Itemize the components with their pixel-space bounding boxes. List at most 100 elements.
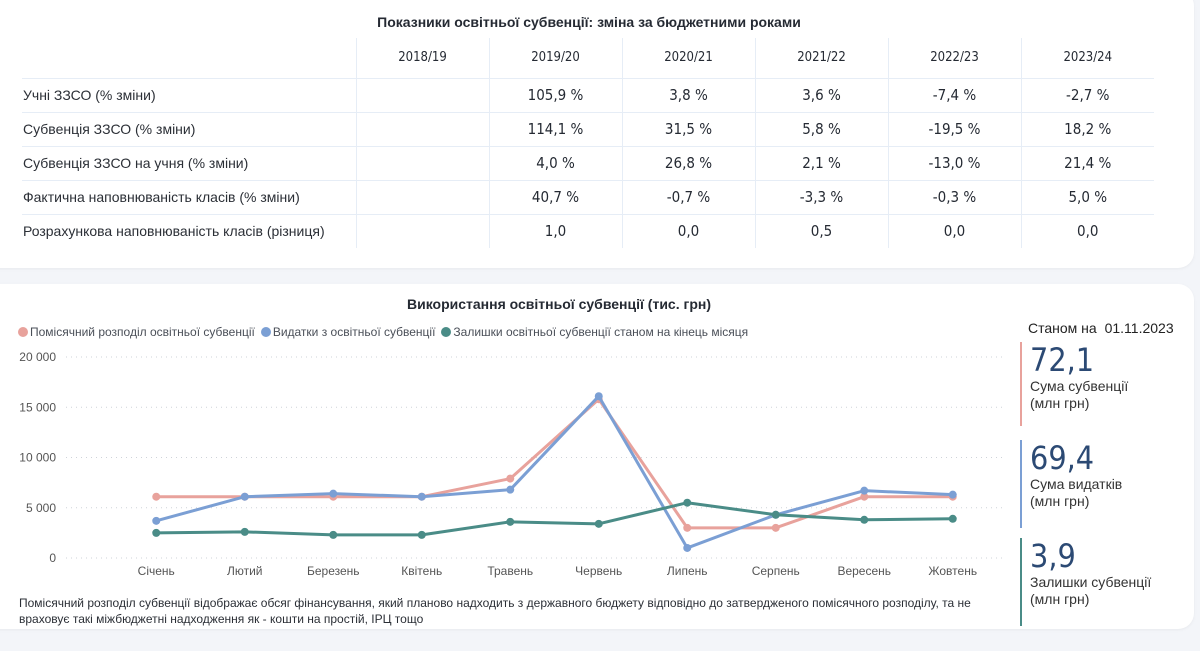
table-cell <box>355 180 489 215</box>
kpi-date-value: 01.11.2023 <box>1104 320 1174 336</box>
table-cell <box>355 112 489 147</box>
column-header: 2021/22 <box>754 38 888 79</box>
y-tick-label: 5 000 <box>26 501 56 515</box>
table-cell: 3,6 % <box>754 78 888 113</box>
legend-item-balance[interactable]: Залишки освітньої субвенції станом на кі… <box>441 325 748 339</box>
table-row: Субвенція ЗЗСО на учня (% зміни) 4,0 % 26,… <box>22 146 1154 181</box>
data-point[interactable] <box>683 498 692 507</box>
data-point[interactable] <box>594 519 603 528</box>
subvention-usage-card: Використання освітньої субвенції (тис. г… <box>0 284 1194 629</box>
data-point[interactable] <box>417 492 426 501</box>
table-row: Фактична наповнюваність класів (% зміни)… <box>22 180 1154 215</box>
table-cell: 114,1 % <box>488 112 622 147</box>
table-cell: -7,4 % <box>887 78 1021 113</box>
data-point[interactable] <box>683 543 692 552</box>
data-point[interactable] <box>860 492 869 501</box>
kpi-label: (млн грн) <box>1030 395 1090 411</box>
kpi-label: Сума субвенції <box>1030 378 1129 394</box>
kpi-date-label: Станом на <box>1028 320 1097 336</box>
table-cell: 105,9 % <box>488 78 622 113</box>
data-point[interactable] <box>152 516 161 525</box>
data-point[interactable] <box>771 510 780 519</box>
x-tick-label: Квітень <box>401 564 442 578</box>
table-cell: -0,7 % <box>621 180 755 215</box>
line-chart: 0 5 000 10 000 15 000 20 000 Січень Лютий Берез… <box>19 350 1004 578</box>
column-header: 2019/20 <box>488 38 622 79</box>
table-cell <box>355 214 489 248</box>
kpi-label: (млн грн) <box>1030 591 1090 607</box>
x-tick-label: Вересень <box>837 564 891 578</box>
data-point[interactable] <box>329 530 338 539</box>
chart-footnote: Помісячний розподіл субвенції відображає… <box>19 596 971 626</box>
data-point[interactable] <box>948 490 957 499</box>
data-point[interactable] <box>152 528 161 537</box>
data-point[interactable] <box>506 485 515 494</box>
table-cell: 0,0 <box>621 214 755 248</box>
legend-dot-icon <box>260 327 271 337</box>
row-label: Фактична наповнюваність класів (% зміни) <box>22 180 356 215</box>
data-point[interactable] <box>240 492 249 501</box>
column-header: 2022/23 <box>887 38 1021 79</box>
table-cell: 3,8 % <box>621 78 755 113</box>
y-tick-label: 0 <box>49 551 56 565</box>
legend-label: Видатки з освітньої субвенції <box>272 325 436 339</box>
legend-item-expenses[interactable]: Видатки з освітньої субвенції <box>260 325 436 339</box>
indicators-title: Показники освітньої субвенції: зміна за … <box>377 14 801 30</box>
row-label: Учні ЗЗСО (% зміни) <box>22 78 356 113</box>
x-tick-label: Жовтень <box>928 564 977 578</box>
table-cell: 1,0 <box>488 214 622 248</box>
x-tick-label: Березень <box>307 564 360 578</box>
table-cell: 2,1 % <box>754 146 888 181</box>
table-cell: 4,0 % <box>488 146 622 181</box>
data-point[interactable] <box>152 492 161 501</box>
table-cell: -19,5 % <box>887 112 1021 147</box>
data-point[interactable] <box>329 489 338 498</box>
row-label: Розрахункова наповнюваність класів (різн… <box>23 223 325 240</box>
data-point[interactable] <box>240 527 249 536</box>
table-cell: 31,5 % <box>621 112 755 147</box>
table-header-row: 2018/19 2019/20 2020/21 2021/22 2022/23 … <box>22 38 1154 79</box>
x-tick-label: Серпень <box>752 564 800 578</box>
table-cell: -2,7 % <box>1020 78 1154 113</box>
series-line <box>155 394 953 550</box>
table-cell <box>355 78 489 113</box>
x-tick-label: Лютий <box>227 564 263 578</box>
row-label: Субвенція ЗЗСО (% зміни) <box>22 112 356 147</box>
indicators-card: Показники освітньої субвенції: зміна за … <box>0 0 1194 268</box>
table-cell: -3,3 % <box>754 180 888 215</box>
table-cell: 26,8 % <box>621 146 755 181</box>
data-point[interactable] <box>506 474 515 483</box>
table-cell: 0,5 <box>754 214 888 248</box>
data-point[interactable] <box>506 517 515 526</box>
data-point[interactable] <box>417 530 426 539</box>
table-cell: 40,7 % <box>488 180 622 215</box>
series-line <box>156 397 953 530</box>
legend-label: Залишки освітньої субвенції станом на кі… <box>453 325 749 339</box>
x-tick-label: Липень <box>667 564 708 578</box>
kpi-balance: 3,9 Залишки субвенції (млн грн) <box>1020 538 1180 626</box>
table-cell: 5,0 % <box>1020 180 1154 215</box>
legend-dot-icon <box>18 327 28 337</box>
column-header: 2023/24 <box>1020 38 1154 79</box>
table-cell: -0,3 % <box>887 180 1021 215</box>
data-point[interactable] <box>948 514 957 523</box>
legend-item-plan[interactable]: Помісячний розподіл освітньої субвенції <box>18 325 255 339</box>
table-cell: 5,8 % <box>754 112 888 147</box>
data-point[interactable] <box>771 523 780 532</box>
table-row: Учні ЗЗСО (% зміни) 105,9 % 3,8 % 3,6 % -7,4… <box>22 78 1154 113</box>
table-cell: 0,0 <box>1020 214 1154 248</box>
data-point[interactable] <box>860 515 869 524</box>
kpi-subvention-total: 72,1 Сума субвенції (млн грн) <box>1020 342 1180 426</box>
data-point[interactable] <box>594 392 603 401</box>
table-cell: 0,0 <box>887 214 1021 248</box>
column-header: 2020/21 <box>621 38 755 79</box>
legend-dot-icon <box>441 327 452 337</box>
table-row: Субвенція ЗЗСО (% зміни) 114,1 % 31,5 % 5,8… <box>22 112 1154 147</box>
table-cell <box>355 146 489 181</box>
kpi-date: Станом на 01.11.2023 <box>1028 320 1174 336</box>
data-point[interactable] <box>860 486 869 495</box>
chart-legend: Помісячний розподіл освітньої субвенції … <box>18 325 748 339</box>
kpi-label: (млн грн) <box>1030 493 1090 509</box>
data-point[interactable] <box>683 523 692 532</box>
table-cell: -13,0 % <box>887 146 1021 181</box>
